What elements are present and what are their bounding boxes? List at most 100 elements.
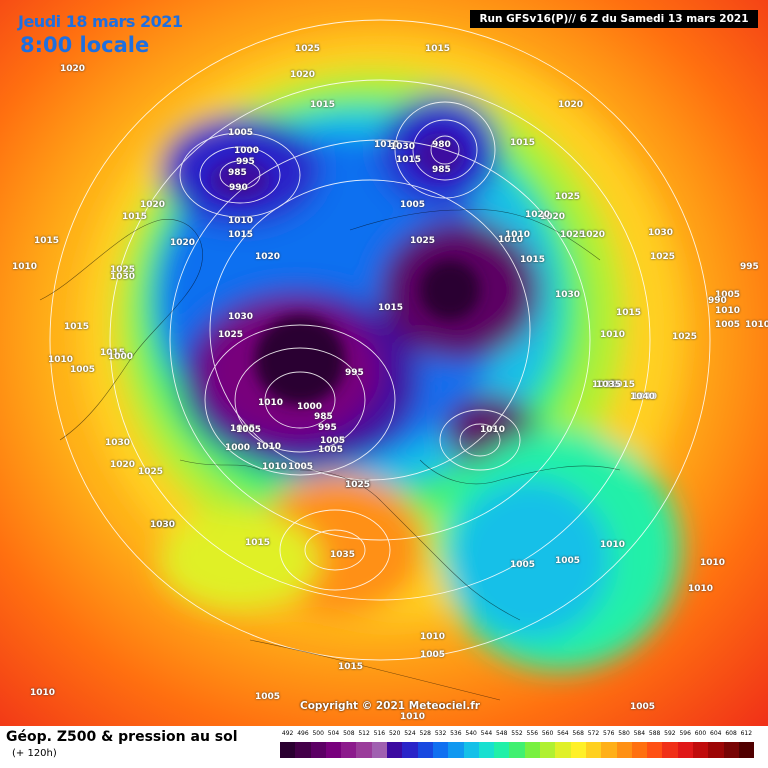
copyright-label: Copyright © 2021 Meteociel.fr xyxy=(300,700,480,712)
isobar-label: 1005 xyxy=(510,560,536,570)
legend-value: 508 xyxy=(343,730,355,737)
legend-swatch xyxy=(432,742,449,758)
isobar-label: 1010 xyxy=(600,330,626,340)
legend-value: 576 xyxy=(603,730,615,737)
isobar-label: 1040 xyxy=(632,392,658,402)
isobar-label: 1015 xyxy=(245,538,271,548)
forecast-date: Jeudi 18 mars 2021 xyxy=(18,12,183,31)
isobar-label: 1010 xyxy=(30,688,56,698)
legend-swatch xyxy=(585,742,602,758)
isobar-label: 985 xyxy=(228,168,247,178)
legend-swatch xyxy=(524,742,541,758)
legend-swatch xyxy=(387,742,403,758)
isobar-label: 1010 xyxy=(228,216,254,226)
isobar-label: 1010 xyxy=(480,425,506,435)
legend-value: 552 xyxy=(511,730,523,737)
isobar-label: 1010 xyxy=(498,235,524,245)
isobar-label: 1015 xyxy=(396,155,422,165)
isobar-label: 1005 xyxy=(555,556,581,566)
legend-value: 504 xyxy=(327,730,340,737)
legend-value: 532 xyxy=(434,730,447,737)
isobar-label: 1030 xyxy=(648,228,674,238)
legend-value: 528 xyxy=(419,730,431,737)
legend-value: 556 xyxy=(526,730,539,737)
legend-value: 600 xyxy=(694,730,707,737)
isobar-label: 1035 xyxy=(330,550,356,560)
legend-swatch xyxy=(616,742,632,758)
isobars xyxy=(49,19,711,661)
isobar-label: 1015 xyxy=(100,348,126,358)
legend-swatch xyxy=(371,742,388,758)
legend-swatch xyxy=(662,742,678,758)
isobar-label: 995 xyxy=(318,423,337,433)
isobar-label: 1005 xyxy=(715,290,741,300)
isobar-label: 1010 xyxy=(48,355,74,365)
isobar-label: 1025 xyxy=(560,230,586,240)
isobar-label: 1015 xyxy=(425,44,451,54)
legend-value: 564 xyxy=(557,730,569,737)
legend-swatch xyxy=(677,742,694,758)
isobar-label: 1000 xyxy=(297,402,323,412)
legend-swatch xyxy=(723,742,739,758)
legend-value: 580 xyxy=(618,730,630,737)
legend-swatch xyxy=(647,742,663,758)
isobar-label: 1020 xyxy=(140,200,166,210)
legend-value: 584 xyxy=(633,730,646,737)
isobar-label: 1020 xyxy=(540,212,566,222)
isobar-label: 1030 xyxy=(105,438,131,448)
legend-swatch xyxy=(280,742,296,758)
isobar-label: 1015 xyxy=(64,322,90,332)
legend-swatch xyxy=(463,742,479,758)
isobar-label: 1015 xyxy=(122,212,148,222)
isobar-label: 1005 xyxy=(318,445,344,455)
legend-value: 604 xyxy=(710,730,722,737)
isobar-label: 990 xyxy=(708,296,727,306)
isobar-label: 1030 xyxy=(228,312,254,322)
legend-swatch xyxy=(509,742,525,758)
legend-bar xyxy=(280,742,755,758)
isobar-label: 985 xyxy=(314,412,333,422)
isobar-label: 1025 xyxy=(218,330,244,340)
legend-value: 588 xyxy=(648,730,661,737)
legend-swatch xyxy=(325,742,342,758)
run-banner: Run GFSv16(P)// 6 Z du Samedi 13 mars 20… xyxy=(470,10,758,28)
legend-swatch xyxy=(310,742,326,758)
isobar-label: 1020 xyxy=(255,252,281,262)
isobar-label: 1010 xyxy=(745,320,768,330)
isobar-label: 1020 xyxy=(580,230,606,240)
isobar-label: 1030 xyxy=(555,290,581,300)
isobar-label: 1000 xyxy=(225,443,251,453)
isobar-label: 1010 xyxy=(256,442,282,452)
legend-swatch xyxy=(738,742,755,758)
geopotential-map xyxy=(0,0,768,726)
isobar-label: 1015 xyxy=(616,308,642,318)
isobar-label: 1010 xyxy=(505,230,531,240)
isobar-label: 1015 xyxy=(310,100,336,110)
isobar-label: 1015 xyxy=(338,662,364,672)
isobar-label: 1015 xyxy=(510,138,536,148)
isobar-label: 1030 xyxy=(150,520,176,530)
footer-bar: Géop. Z500 & pression au sol (+ 120h) 49… xyxy=(0,726,768,768)
legend-value: 596 xyxy=(679,730,691,737)
isobar-label: 1005 xyxy=(420,650,446,660)
isobar-label: 1010 xyxy=(12,262,38,272)
isobar-label: 1000 xyxy=(108,352,134,362)
isobar-label: 1025 xyxy=(672,332,698,342)
isobar-label: 1010 xyxy=(600,540,626,550)
isobar-label: 1030 xyxy=(390,142,416,152)
isobar-label: 1010 xyxy=(700,558,726,568)
isobar-label: 1015 xyxy=(228,230,254,240)
isobar-label: 1030 xyxy=(150,520,176,530)
isobar-label: 1015 xyxy=(520,255,546,265)
legend-value: 536 xyxy=(450,730,462,737)
isobar-label: 1015 xyxy=(610,380,636,390)
height-field xyxy=(80,40,680,670)
isobar-label: 1005 xyxy=(236,425,262,435)
isobar-label: 1025 xyxy=(650,252,676,262)
isobar-label: 1020 xyxy=(525,210,551,220)
isobar-label: 1040 xyxy=(630,392,656,402)
isobar-label: 985 xyxy=(432,165,451,175)
legend-value: 548 xyxy=(495,730,508,737)
legend-swatch xyxy=(555,742,571,758)
legend-value: 520 xyxy=(388,730,401,737)
